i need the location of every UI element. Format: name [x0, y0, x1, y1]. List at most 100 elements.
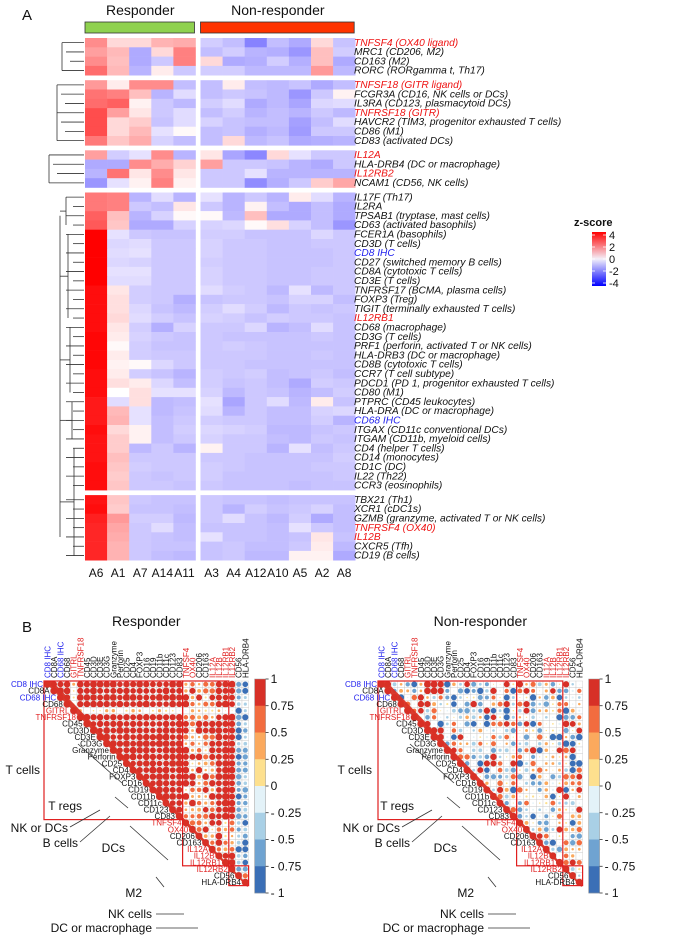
- column-variable-label: CD83: [509, 657, 518, 678]
- row-label: IL12RB1: [354, 313, 394, 324]
- corr-circle: [524, 768, 529, 773]
- corr-circle: [169, 727, 176, 734]
- column-variable-label: IL12A: [208, 656, 217, 678]
- corr-circle: [425, 714, 430, 720]
- heatmap-cell: [107, 350, 130, 361]
- heatmap-cell: [107, 369, 130, 379]
- heatmap-cell: [151, 192, 174, 203]
- corr-circle: [242, 787, 249, 793]
- corr-circle: [229, 780, 235, 787]
- heatmap-cell: [200, 452, 223, 463]
- corr-circle: [169, 780, 176, 787]
- corr-circle: [570, 714, 576, 720]
- corr-circle: [210, 834, 215, 838]
- corr-circle: [197, 702, 201, 706]
- heatmap-cell: [333, 192, 356, 203]
- heatmap-cell: [129, 276, 152, 286]
- corr-circle: [477, 701, 483, 707]
- corr-circle: [492, 788, 495, 792]
- heatmap-cell: [311, 56, 334, 67]
- heatmap-cell: [85, 266, 108, 277]
- corr-circle: [204, 768, 207, 772]
- heatmap-cell: [311, 359, 334, 370]
- heatmap-cell: [222, 136, 245, 146]
- corr-circle: [203, 701, 209, 707]
- row-variable-label: CD123: [477, 806, 502, 815]
- heatmap-cell: [85, 89, 108, 100]
- row-variable-label: CD68 IHC: [354, 693, 391, 702]
- heatmap-cell: [311, 248, 334, 258]
- heatmap-cell: [288, 65, 312, 76]
- corr-circle: [211, 709, 214, 712]
- heatmap-cell: [107, 65, 130, 76]
- heatmap-cell: [151, 266, 174, 277]
- heatmap-cell: [266, 350, 290, 361]
- corr-circle: [545, 736, 548, 738]
- corr-circle: [90, 680, 97, 688]
- heatmap-cell: [173, 332, 196, 342]
- column-variable-label: CD3G: [437, 656, 446, 678]
- corr-circle: [209, 734, 215, 740]
- group-label: NK or DCs: [343, 821, 400, 835]
- corr-circle: [209, 694, 216, 701]
- corr-circle: [196, 820, 202, 826]
- colorbar-tick-label: 0.75: [271, 699, 295, 713]
- corr-circle: [215, 773, 223, 781]
- corr-circle: [236, 721, 242, 727]
- row-variable-label: HLA-DRB4: [535, 878, 575, 887]
- heatmap-cell: [129, 332, 152, 342]
- heatmap-cell: [107, 136, 130, 146]
- corr-circle: [190, 709, 195, 713]
- corr-circle: [136, 727, 143, 734]
- heatmap-cell: [151, 220, 174, 230]
- heatmap-cell: [129, 239, 152, 249]
- heatmap-cell: [173, 541, 196, 552]
- heatmap-cell: [107, 523, 130, 533]
- heatmap-cell: [107, 532, 130, 542]
- corr-circle: [472, 729, 475, 732]
- corr-circle: [215, 832, 223, 840]
- corr-circle: [424, 680, 431, 688]
- heatmap-cell: [151, 452, 174, 463]
- row-label: NCAM1 (CD56, NK cells): [354, 178, 468, 189]
- heatmap-cell: [333, 471, 356, 482]
- corr-circle: [446, 729, 448, 732]
- heatmap-cell: [173, 65, 196, 76]
- heatmap-cell: [107, 257, 130, 268]
- row-variable-label: Granzyme: [406, 746, 443, 755]
- corr-circle: [565, 808, 568, 811]
- heatmap-cell: [311, 415, 334, 426]
- corr-circle: [169, 694, 177, 701]
- corr-circle: [243, 775, 247, 779]
- heatmap-cell: [288, 350, 312, 361]
- legend-title: z-score: [574, 217, 613, 229]
- heatmap-cell: [151, 523, 174, 533]
- corr-circle: [530, 708, 536, 714]
- corr-circle: [517, 787, 523, 793]
- corr-circle: [217, 709, 221, 713]
- corr-circle: [558, 821, 561, 825]
- corr-circle: [483, 707, 491, 714]
- corr-circle: [176, 766, 183, 774]
- corr-circle: [216, 787, 222, 793]
- heatmap-cell: [129, 304, 152, 314]
- row-variable-label: CD45: [62, 720, 83, 729]
- corr-circle: [211, 828, 214, 831]
- heatmap-cell: [266, 150, 290, 160]
- corr-circle: [86, 710, 88, 712]
- heatmap-cell: [266, 47, 290, 57]
- heatmap-cell: [173, 387, 196, 398]
- corr-circle: [242, 747, 248, 753]
- column-variable-label: CD19: [483, 657, 492, 678]
- row-variable-label: HLA-DRB4: [201, 878, 241, 887]
- heatmap-cell: [107, 397, 130, 407]
- corr-circle: [551, 755, 555, 759]
- corr-circle: [72, 696, 75, 699]
- corr-circle: [223, 827, 228, 832]
- heatmap-cell: [129, 266, 152, 277]
- heatmap-cell: [244, 322, 268, 333]
- heatmap-cell: [129, 397, 152, 407]
- heatmap-cell: [288, 220, 312, 230]
- corr-circle: [511, 741, 516, 746]
- heatmap-cell: [244, 47, 268, 57]
